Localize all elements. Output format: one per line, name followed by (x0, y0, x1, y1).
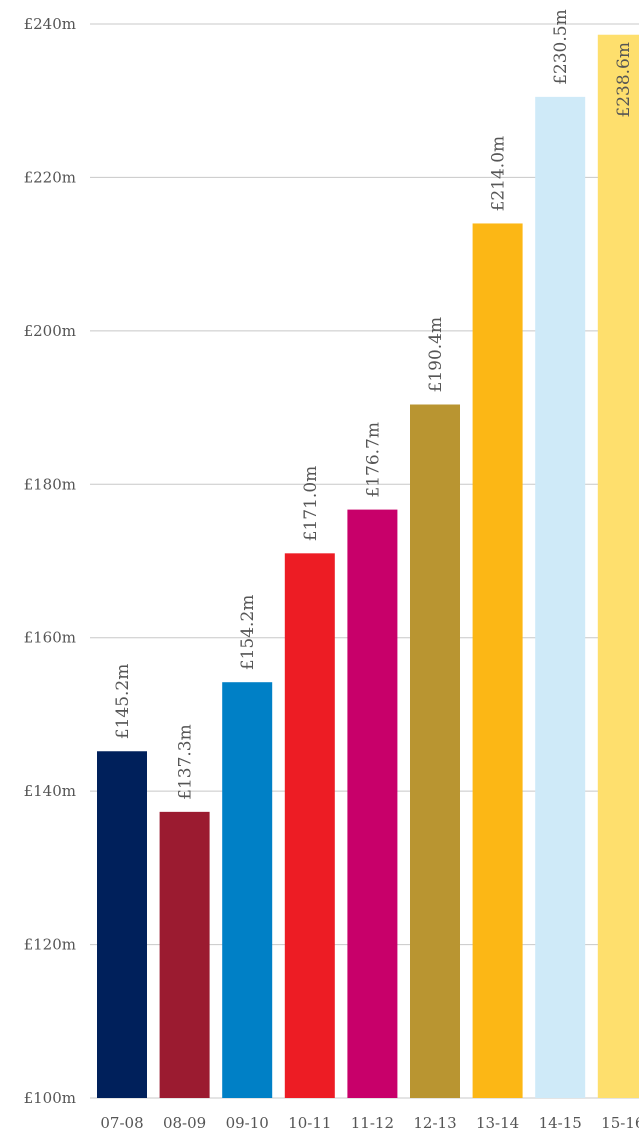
x-tick-label: 10-11 (288, 1114, 331, 1132)
bar-15-16 (597, 34, 639, 1099)
bars (97, 34, 639, 1099)
x-tick-label: 15-16 (601, 1114, 639, 1132)
x-axis-ticks: 07-08 08-09 09-10 10-11 11-12 12-13 13-14 14-15… (100, 1114, 639, 1132)
x-tick-label: 13-14 (476, 1114, 519, 1132)
bar-10-11 (284, 553, 335, 1098)
data-label: £214.0m (489, 136, 509, 212)
data-label: £230.5m (551, 9, 571, 85)
y-tick-label: £160m (24, 629, 76, 647)
x-tick-label: 09-10 (226, 1114, 269, 1132)
x-tick-label: 07-08 (100, 1114, 143, 1132)
data-label: £176.7m (363, 422, 383, 498)
bar-12-13 (410, 404, 460, 1098)
bar-07-08 (97, 751, 147, 1098)
bar-13-14 (472, 223, 523, 1098)
y-tick-label: £120m (24, 936, 76, 954)
bar-14-15 (535, 96, 586, 1099)
bar-11-12 (347, 509, 398, 1098)
data-label: £154.2m (238, 595, 258, 671)
y-axis-ticks: £100m £120m £140m £160m £180m £200m £220m £240m (24, 15, 76, 1107)
data-label: £137.3m (176, 724, 196, 800)
x-tick-label: 12-13 (413, 1114, 456, 1132)
bar-09-10 (222, 682, 273, 1098)
y-tick-label: £220m (24, 168, 76, 186)
data-label: £145.2m (113, 664, 133, 740)
bar-08-09 (159, 811, 210, 1098)
y-tick-label: £100m (24, 1089, 76, 1107)
data-label: £238.6m (614, 42, 634, 118)
data-label: £171.0m (301, 466, 321, 542)
data-labels: £145.2m £137.3m £154.2m £171.0m £176.7m £190.… (113, 9, 634, 800)
y-tick-label: £180m (24, 475, 76, 493)
y-tick-label: £200m (24, 322, 76, 340)
data-label: £190.4m (426, 317, 446, 393)
x-tick-label: 14-15 (539, 1114, 582, 1132)
y-tick-label: £140m (24, 782, 76, 800)
x-tick-label: 08-09 (163, 1114, 206, 1132)
x-tick-label: 11-12 (351, 1114, 394, 1132)
y-tick-label: £240m (24, 15, 76, 33)
